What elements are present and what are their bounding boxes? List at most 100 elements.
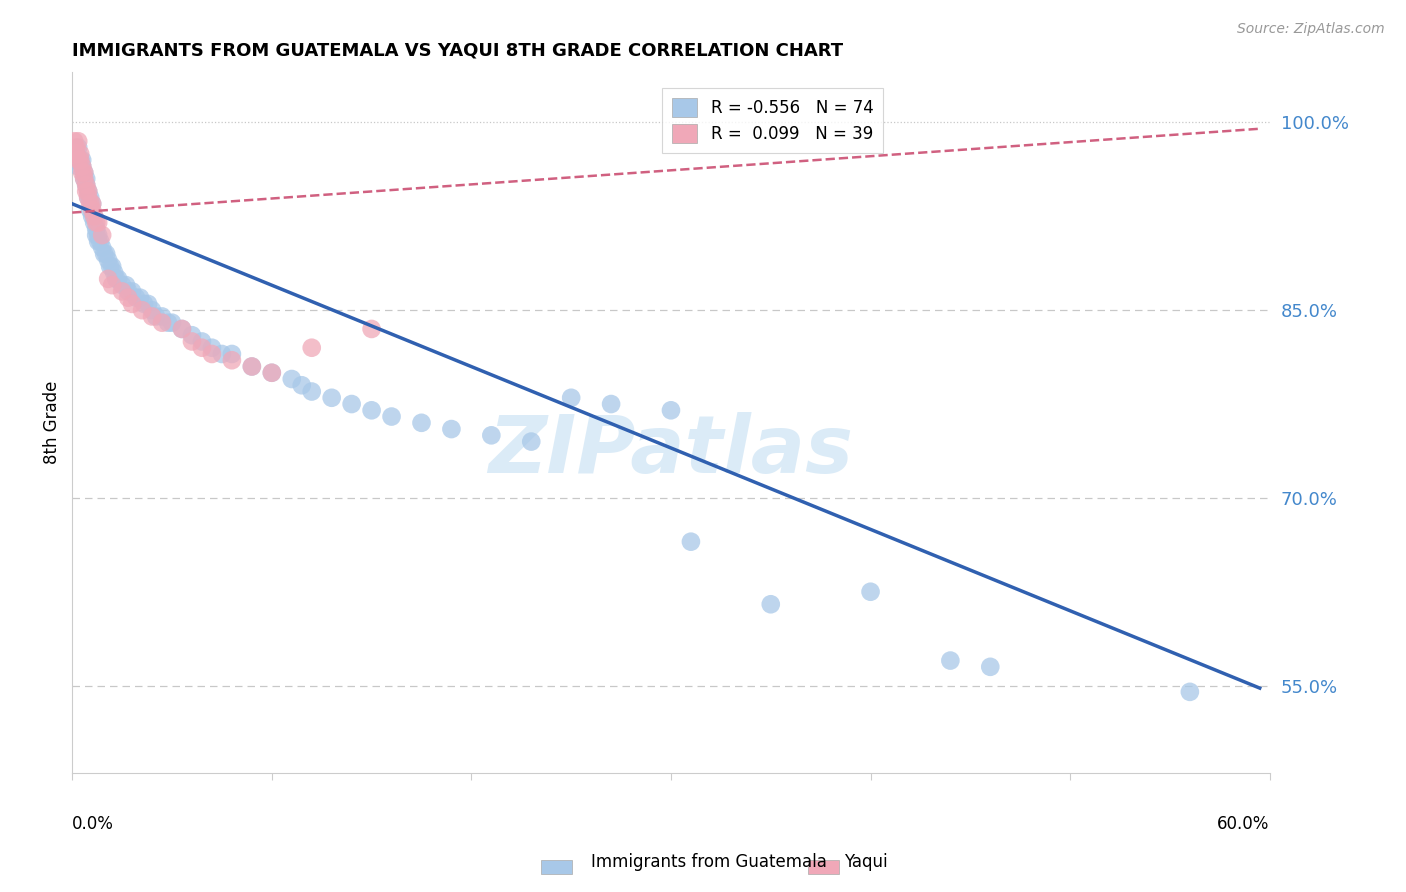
Point [191, 334, 214, 349]
Point [67, 134, 90, 148]
Point [170, 322, 193, 336]
Point [73, 171, 96, 186]
Text: Immigrants from Guatemala: Immigrants from Guatemala [591, 853, 827, 871]
Point [600, 397, 623, 411]
Point [759, 597, 782, 611]
Point [97, 272, 120, 286]
Point [301, 341, 323, 355]
Point [859, 584, 882, 599]
Point [121, 285, 143, 299]
Point [679, 534, 702, 549]
Point [1178, 685, 1201, 699]
Point [93, 247, 115, 261]
Point [560, 391, 582, 405]
Point [87, 228, 110, 243]
Point [260, 366, 283, 380]
Point [67, 159, 90, 173]
Point [91, 241, 114, 255]
Point [301, 384, 323, 399]
Point [75, 171, 97, 186]
Legend: R = -0.556   N = 74, R =  0.099   N = 39: R = -0.556 N = 74, R = 0.099 N = 39 [662, 87, 883, 153]
Point [82, 203, 104, 218]
Point [77, 190, 100, 204]
Point [191, 341, 214, 355]
Point [75, 178, 97, 192]
Y-axis label: 8th Grade: 8th Grade [44, 381, 60, 465]
Point [63, 153, 86, 167]
Point [87, 235, 110, 249]
Point [73, 165, 96, 179]
Point [75, 184, 97, 198]
Point [125, 291, 148, 305]
Text: Source: ZipAtlas.com: Source: ZipAtlas.com [1237, 22, 1385, 37]
Text: IMMIGRANTS FROM GUATEMALA VS YAQUI 8TH GRADE CORRELATION CHART: IMMIGRANTS FROM GUATEMALA VS YAQUI 8TH G… [72, 42, 844, 60]
Point [89, 235, 111, 249]
Point [281, 372, 304, 386]
Point [84, 216, 107, 230]
Point [70, 165, 93, 179]
Point [84, 228, 107, 243]
Point [360, 403, 382, 417]
Point [101, 260, 124, 274]
Point [103, 266, 125, 280]
Point [440, 422, 463, 436]
Point [83, 210, 105, 224]
Point [82, 196, 104, 211]
Point [411, 416, 433, 430]
Point [260, 366, 283, 380]
Point [70, 159, 93, 173]
Point [131, 303, 153, 318]
Point [201, 347, 224, 361]
Point [321, 391, 343, 405]
Point [73, 171, 96, 186]
Point [121, 297, 143, 311]
Point [107, 272, 129, 286]
Point [111, 278, 134, 293]
Point [69, 153, 91, 167]
Point [84, 222, 107, 236]
Point [211, 347, 233, 361]
Point [150, 316, 173, 330]
Text: 0.0%: 0.0% [72, 815, 114, 833]
Point [380, 409, 402, 424]
Point [75, 178, 97, 192]
Text: Yaqui: Yaqui [844, 853, 887, 871]
Point [117, 285, 139, 299]
Point [83, 210, 105, 224]
Point [141, 310, 163, 324]
Point [96, 247, 118, 261]
Point [340, 397, 363, 411]
Point [82, 196, 104, 211]
Point [129, 291, 152, 305]
Point [77, 190, 100, 204]
Point [939, 654, 962, 668]
Point [70, 159, 93, 173]
Point [221, 347, 243, 361]
Point [79, 196, 101, 211]
Point [65, 146, 87, 161]
Point [101, 278, 124, 293]
Point [97, 253, 120, 268]
Point [221, 353, 243, 368]
Point [659, 403, 682, 417]
Point [67, 140, 90, 154]
Point [79, 203, 101, 218]
Text: 60.0%: 60.0% [1218, 815, 1270, 833]
Point [77, 184, 100, 198]
Point [145, 310, 167, 324]
Point [69, 153, 91, 167]
Point [91, 228, 114, 243]
Point [291, 378, 314, 392]
Point [117, 291, 139, 305]
Text: ZIPatlas: ZIPatlas [488, 412, 853, 490]
Point [67, 153, 90, 167]
Point [181, 334, 204, 349]
Point [111, 285, 134, 299]
Point [69, 146, 91, 161]
Point [70, 153, 93, 167]
Point [150, 310, 173, 324]
Point [73, 165, 96, 179]
Point [98, 260, 121, 274]
Point [105, 272, 128, 286]
Point [360, 322, 382, 336]
